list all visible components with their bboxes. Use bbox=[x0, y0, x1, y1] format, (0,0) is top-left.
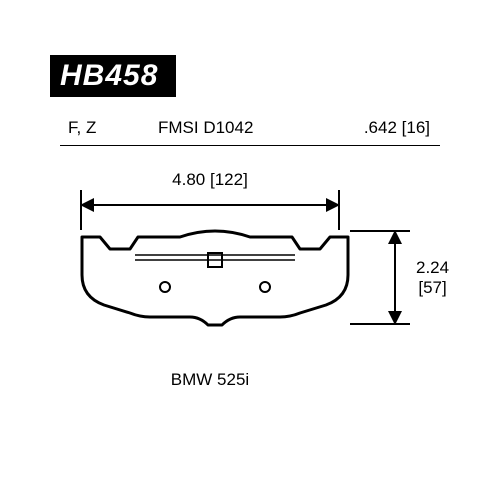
arrow-left-icon bbox=[80, 198, 94, 212]
thickness-in: .642 bbox=[364, 118, 397, 137]
height-in: 2.24 bbox=[416, 258, 449, 278]
fmsi-text: FMSI D1042 bbox=[158, 118, 253, 138]
height-dimension: 2.24 [57] bbox=[380, 230, 410, 325]
width-line bbox=[80, 204, 340, 206]
arrow-up-icon bbox=[388, 230, 402, 244]
width-in: 4.80 bbox=[172, 170, 205, 189]
pad-path bbox=[82, 231, 348, 325]
height-label: 2.24 [57] bbox=[416, 258, 449, 299]
width-label: 4.80 [122] bbox=[80, 170, 340, 190]
divider-line bbox=[60, 145, 440, 146]
brake-pad-diagram: HB458 F, Z FMSI D1042 .642 [16] 4.80 [12… bbox=[50, 40, 450, 440]
pad-hole-right bbox=[260, 282, 270, 292]
pad-hole-left bbox=[160, 282, 170, 292]
thickness-mm: [16] bbox=[402, 118, 430, 137]
brake-pad-outline bbox=[70, 225, 360, 335]
width-dimension: 4.80 [122] bbox=[80, 190, 340, 220]
width-tick-left bbox=[80, 190, 82, 230]
width-mm: [122] bbox=[210, 170, 248, 189]
thickness-text: .642 [16] bbox=[364, 118, 430, 138]
compounds-text: F, Z bbox=[68, 118, 96, 138]
height-mm: [57] bbox=[416, 278, 449, 298]
model-text: BMW 525i bbox=[50, 370, 370, 390]
width-tick-right bbox=[338, 190, 340, 230]
part-number-label: HB458 bbox=[50, 55, 176, 97]
